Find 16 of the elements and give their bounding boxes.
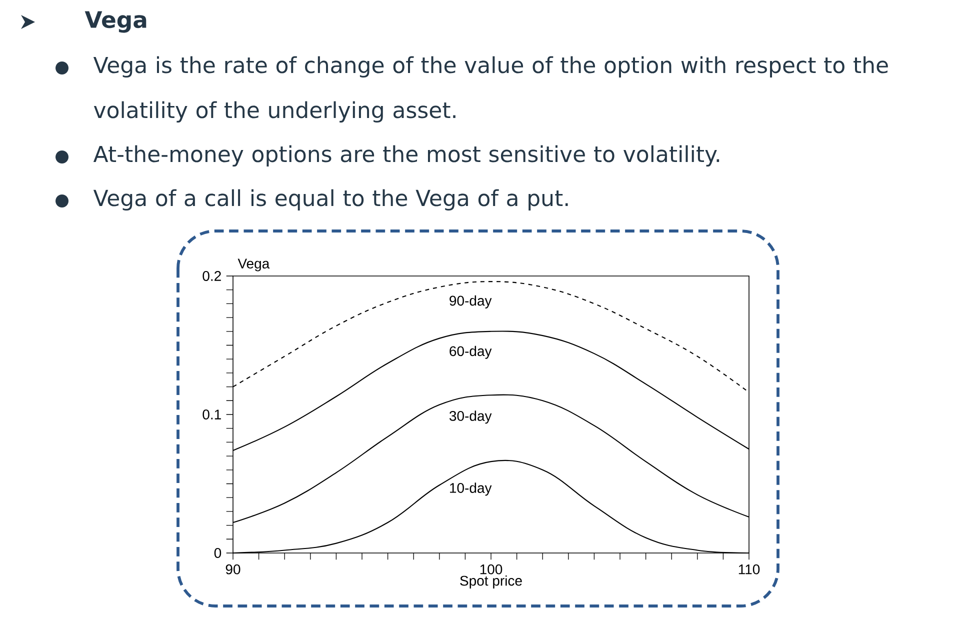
text: At-the-money options are the most sensitive to volatility.: [93, 145, 720, 167]
y-axis-title: Vega: [238, 258, 270, 272]
chart-title: Vega: [84, 11, 146, 33]
text: Vega of a call is equal to the Vega of a put.: [93, 189, 568, 211]
x-axis-title: Spot price: [460, 575, 522, 588]
series-label: 10-day: [450, 482, 492, 496]
series-label: 60-day: [450, 346, 492, 359]
text: Vega is the rate of change of the value of the option with respect to the volatility of the underlying asset.: [93, 56, 888, 123]
x-tick-label: 110: [738, 564, 760, 574]
y-tick-label: 0.1: [202, 410, 221, 420]
x-tick-label: 100: [480, 564, 502, 574]
y-tick-label: 0.2: [202, 271, 221, 281]
series-label: 30-day: [449, 410, 492, 424]
x-tick-label: 90: [226, 564, 240, 574]
series-label: 90-day: [450, 295, 492, 308]
y-tick-label: 0: [214, 548, 222, 558]
